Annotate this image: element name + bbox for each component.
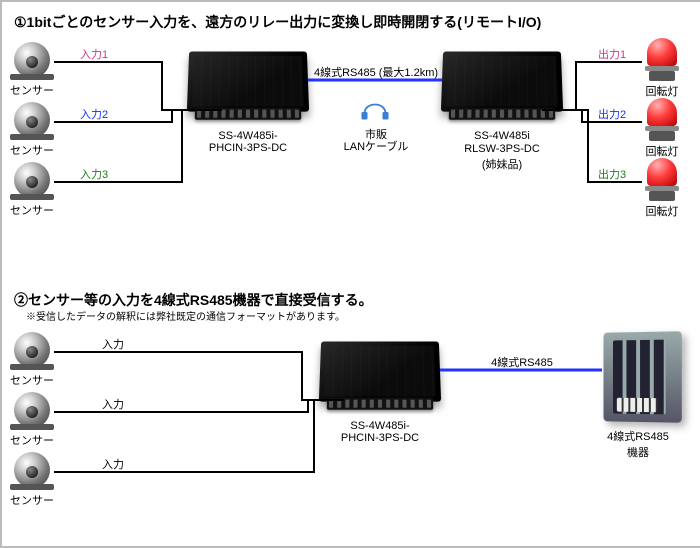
beacon-label: 回転灯: [642, 83, 682, 99]
beacon: 回転灯: [642, 38, 682, 99]
converter-box-left: [187, 51, 309, 111]
in-generic-label: 入力: [102, 336, 124, 352]
beacon: 回転灯: [642, 98, 682, 159]
sensor: センサー: [10, 162, 54, 218]
box-right-caption-1: SS-4W485i: [474, 130, 530, 142]
title-2-note: ※受信したデータの解釈には弊社既定の通信フォーマットがあります。: [26, 308, 345, 323]
title-2: ②センサー等の入力を4線式RS485機器で直接受信する。: [14, 290, 373, 310]
sensor: センサー: [10, 102, 54, 158]
in3-label: 入力3: [80, 166, 108, 182]
converter-box-right: [441, 51, 563, 111]
box-right-caption-3: (姉妹品): [482, 156, 522, 172]
in1-label: 入力1: [80, 46, 108, 62]
lan-label-2: LANケーブル: [344, 138, 409, 154]
sensor-label: センサー: [10, 432, 54, 448]
out3-label: 出力3: [598, 166, 626, 182]
sensor-label: センサー: [10, 142, 54, 158]
link2-label: 4線式RS485: [491, 354, 553, 370]
beacon-label: 回転灯: [642, 203, 682, 219]
in-generic-label: 入力: [102, 396, 124, 412]
sensor-label: センサー: [10, 202, 54, 218]
out1-label: 出力1: [598, 46, 626, 62]
sensor: センサー: [10, 392, 54, 448]
converter-box-d2: [319, 341, 441, 401]
box-left-caption: SS-4W485i- PHCIN-3PS-DC: [209, 130, 287, 154]
out2-label: 出力2: [598, 106, 626, 122]
sensor-label: センサー: [10, 372, 54, 388]
sensor-label: センサー: [10, 492, 54, 508]
link1-label: 4線式RS485 (最大1.2km): [314, 64, 438, 80]
box-d2-caption: SS-4W485i- PHCIN-3PS-DC: [341, 420, 419, 444]
host-caption: 4線式RS485機器: [606, 428, 670, 460]
box-right-caption-2: RLSW-3PS-DC: [464, 143, 540, 155]
sensor-label: センサー: [10, 82, 54, 98]
rs485-host: [604, 331, 682, 423]
beacon-label: 回転灯: [642, 143, 682, 159]
sensor: センサー: [10, 42, 54, 98]
beacon: 回転灯: [642, 158, 682, 219]
in-generic-label: 入力: [102, 456, 124, 472]
page: ①1bitごとのセンサー入力を、遠方のリレー出力に変換し即時開閉する(リモートI…: [0, 0, 700, 548]
lan-cable-icon: [360, 94, 390, 124]
in2-label: 入力2: [80, 106, 108, 122]
title-1: ①1bitごとのセンサー入力を、遠方のリレー出力に変換し即時開閉する(リモートI…: [14, 12, 541, 32]
sensor: センサー: [10, 332, 54, 388]
sensor: センサー: [10, 452, 54, 508]
